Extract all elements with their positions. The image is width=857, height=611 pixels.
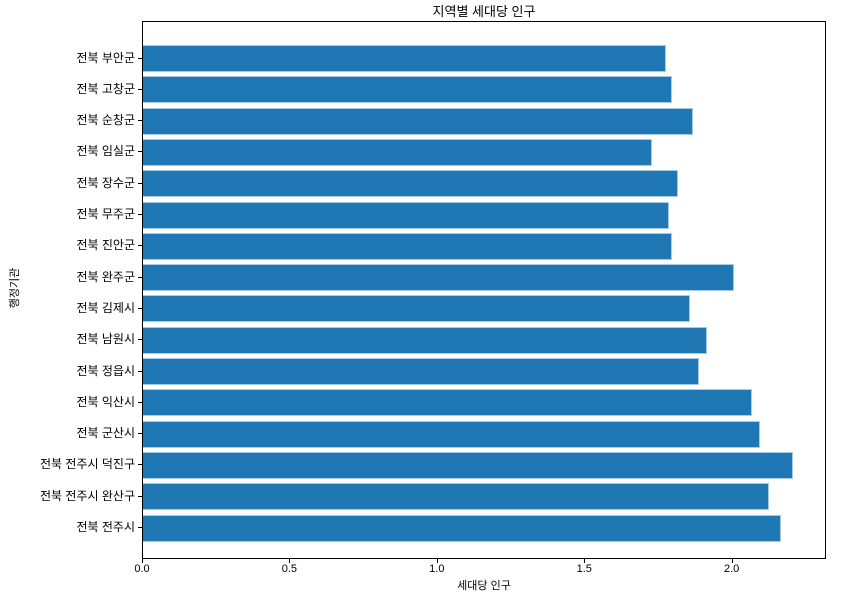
y-tick-label: 전북 임실군 <box>76 144 135 159</box>
y-tick-mark <box>138 370 142 372</box>
x-tick-mark <box>584 559 586 563</box>
bar <box>143 326 708 354</box>
x-axis-label: 세대당 인구 <box>457 580 511 592</box>
y-tick-mark <box>138 276 142 278</box>
bar <box>143 107 693 135</box>
bar <box>143 232 673 260</box>
y-tick-label: 전북 군산시 <box>76 426 135 441</box>
x-tick-label: 2.0 <box>723 563 740 575</box>
x-tick-label: 1.0 <box>429 563 445 575</box>
y-tick-mark <box>138 339 142 341</box>
bar <box>143 201 670 229</box>
y-tick-mark <box>138 120 142 122</box>
bar <box>143 170 679 198</box>
y-tick-label: 전북 김제시 <box>76 300 135 315</box>
y-tick-label: 전북 전주시 덕진구 <box>40 457 135 472</box>
x-tick-label: 0.0 <box>134 563 150 575</box>
x-tick-mark <box>289 559 291 563</box>
y-tick-mark <box>138 151 142 153</box>
bar <box>143 45 667 72</box>
bar <box>143 389 752 417</box>
y-tick-label: 전북 남원시 <box>76 332 135 347</box>
y-tick-mark <box>138 433 142 435</box>
bar <box>143 514 781 542</box>
x-tick-mark <box>142 559 143 563</box>
bar <box>143 295 690 323</box>
y-tick-label: 전북 고창군 <box>76 81 135 96</box>
bar <box>143 451 793 479</box>
y-tick-label: 전북 전주시 완산구 <box>40 488 135 503</box>
bar <box>143 76 673 104</box>
y-tick-label: 전북 익산시 <box>76 394 135 409</box>
chart-title: 지역별 세대당 인구 <box>432 4 536 19</box>
y-tick-label: 전북 장수군 <box>76 175 135 190</box>
y-tick-mark <box>138 401 142 403</box>
bar <box>143 264 734 292</box>
bar <box>143 138 652 166</box>
bar <box>143 358 699 385</box>
y-tick-mark <box>138 57 142 59</box>
y-tick-label: 전북 완주군 <box>76 269 135 284</box>
y-tick-mark <box>138 495 142 497</box>
y-tick-mark <box>138 307 142 309</box>
x-tick-mark <box>436 559 438 563</box>
x-tick-mark <box>731 559 733 563</box>
y-tick-mark <box>138 214 142 215</box>
y-tick-mark <box>138 464 142 466</box>
y-tick-label: 전북 정읍시 <box>76 363 135 378</box>
y-tick-label: 전북 무주군 <box>76 207 135 221</box>
y-tick-mark <box>138 245 142 247</box>
x-tick-label: 0.5 <box>281 563 298 575</box>
x-tick-label: 1.5 <box>576 563 592 575</box>
plot-area <box>142 21 826 559</box>
y-tick-label: 전북 진안군 <box>76 238 135 253</box>
y-tick-label: 전북 순창군 <box>76 113 135 128</box>
bar <box>143 420 761 448</box>
bar <box>143 483 770 511</box>
y-tick-label: 전북 전주시 <box>76 520 135 534</box>
y-tick-mark <box>138 527 142 528</box>
y-tick-label: 전북 부안군 <box>76 50 135 65</box>
y-tick-mark <box>138 182 142 184</box>
y-tick-mark <box>138 88 142 90</box>
